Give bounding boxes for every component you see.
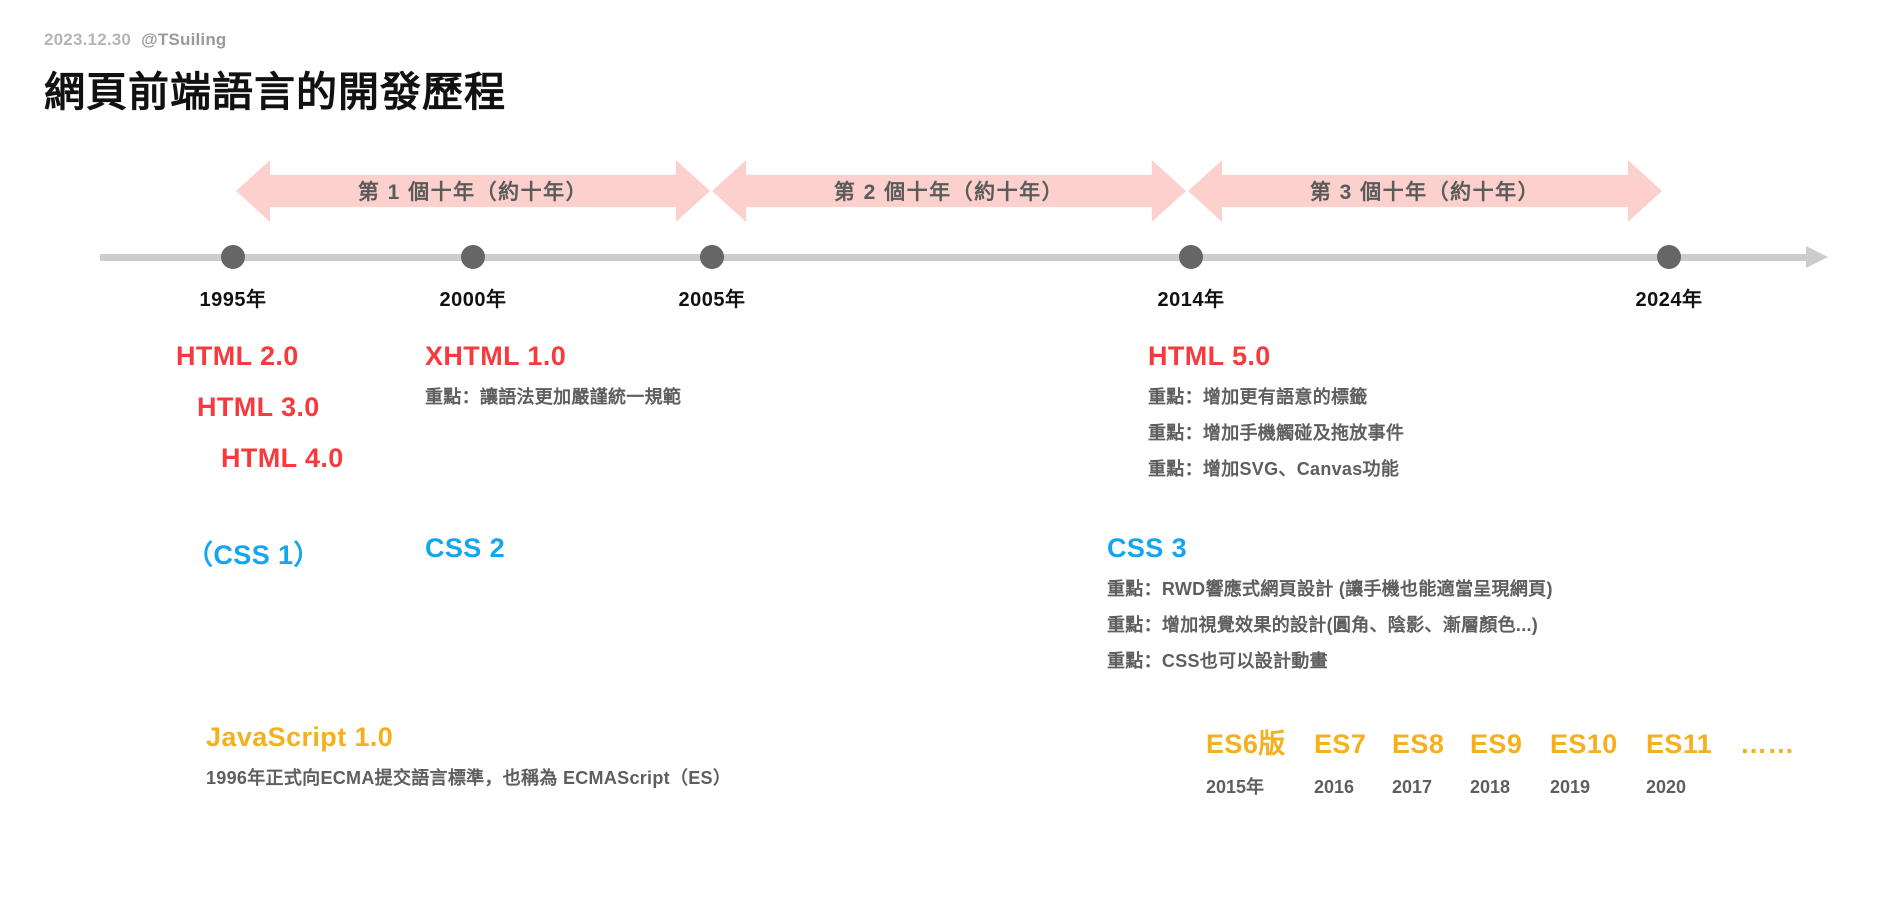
css2-block: CSS 2 [425, 533, 505, 564]
page-header: 2023.12.30 @TSuiling 網頁前端語言的開發歷程 [44, 30, 506, 118]
html-version-item: HTML 2.0 [176, 341, 299, 371]
es-year-labels: 2015年 2016 2017 2018 2019 2020 [1206, 773, 1795, 799]
year-label-2005: 2005年 [678, 289, 746, 311]
css3-note: 重點：RWD響應式網頁設計 (讓手機也能適當呈現網頁) [1107, 579, 1553, 599]
es-version-label: ES6版 [1206, 729, 1286, 759]
timeline-arrowhead-icon [1806, 246, 1828, 268]
css1-title: （CSS 1） [186, 540, 321, 570]
es-year-label: 2019 [1550, 777, 1591, 797]
publish-date: 2023.12.30 [44, 30, 132, 49]
decade-label: 第 2 個十年（約十年） [833, 181, 1065, 204]
timeline-dot-1995 [221, 245, 245, 269]
year-label-2000: 2000年 [439, 289, 507, 311]
timeline-axis [100, 254, 1812, 261]
html5-block: HTML 5.0 重點：增加更有語意的標籤 重點：增加手機觸碰及拖放事件 重點：… [1148, 341, 1404, 481]
es-versions-block: ES6版 ES7 ES8 ES9 ES10 ES11 …… 2015年 2016… [1206, 722, 1795, 799]
html-version-item: HTML 4.0 [221, 443, 344, 473]
year-label-1995: 1995年 [199, 289, 267, 311]
decade-label: 第 3 個十年（約十年） [1309, 181, 1541, 204]
javascript-title: JavaScript 1.0 [206, 722, 394, 752]
html5-note: 重點：增加更有語意的標籤 [1148, 387, 1368, 407]
es-version-label: ES10 [1550, 729, 1618, 759]
css3-block: CSS 3 重點：RWD響應式網頁設計 (讓手機也能適當呈現網頁) 重點：增加視… [1107, 533, 1553, 673]
timeline-dot-2024 [1657, 245, 1681, 269]
page-title: 網頁前端語言的開發歷程 [44, 69, 506, 115]
timeline-dot-2014 [1179, 245, 1203, 269]
es-year-label: 2020 [1646, 777, 1687, 797]
es-year-label: 2017 [1392, 777, 1433, 797]
html5-note: 重點：增加SVG、Canvas功能 [1148, 459, 1400, 479]
xhtml-note: 重點：讓語法更加嚴謹統一規範 [425, 387, 682, 407]
html-version-item: HTML 3.0 [197, 392, 320, 422]
css2-title: CSS 2 [425, 533, 506, 563]
html5-title: HTML 5.0 [1148, 341, 1271, 371]
es-year-label: 2015年 [1206, 777, 1265, 797]
meta-line: 2023.12.30 @TSuiling [44, 30, 506, 50]
html-early-versions-block: HTML 2.0 HTML 3.0 HTML 4.0 [176, 341, 344, 474]
year-label-2024: 2024年 [1635, 289, 1703, 311]
es-version-labels: ES6版 ES7 ES8 ES9 ES10 ES11 …… [1206, 722, 1795, 761]
es-year-label: 2016 [1314, 777, 1355, 797]
decade-arrow-3: 第 3 個十年（約十年） [1188, 160, 1662, 222]
css1-block: （CSS 1） [186, 533, 321, 572]
decade-arrow-1: 第 1 個十年（約十年） [236, 160, 710, 222]
css3-title: CSS 3 [1107, 533, 1188, 563]
author-handle: @TSuiling [141, 30, 227, 49]
css3-note: 重點：CSS也可以設計動畫 [1107, 651, 1328, 671]
es-version-label: ES7 [1314, 729, 1367, 759]
xhtml-block: XHTML 1.0 重點：讓語法更加嚴謹統一規範 [425, 341, 681, 409]
javascript-block: JavaScript 1.0 1996年正式向ECMA提交語言標準，也稱為 EC… [206, 722, 731, 790]
es-version-label: ES9 [1470, 729, 1523, 759]
decade-arrow-2: 第 2 個十年（約十年） [712, 160, 1186, 222]
html5-note: 重點：增加手機觸碰及拖放事件 [1148, 423, 1405, 443]
es-version-label: ES11 [1646, 729, 1713, 759]
es-year-label: 2018 [1470, 777, 1511, 797]
javascript-note: 1996年正式向ECMA提交語言標準，也稱為 ECMAScript（ES） [206, 768, 732, 788]
css3-note: 重點：增加視覺效果的設計(圓角、陰影、漸層顏色...) [1107, 615, 1539, 635]
es-version-label: ES8 [1392, 729, 1445, 759]
es-version-ellipsis: …… [1740, 729, 1795, 759]
timeline-dot-2005 [700, 245, 724, 269]
timeline-dot-2000 [461, 245, 485, 269]
xhtml-title: XHTML 1.0 [425, 341, 567, 371]
year-label-2014: 2014年 [1157, 289, 1225, 311]
decade-label: 第 1 個十年（約十年） [357, 181, 589, 204]
